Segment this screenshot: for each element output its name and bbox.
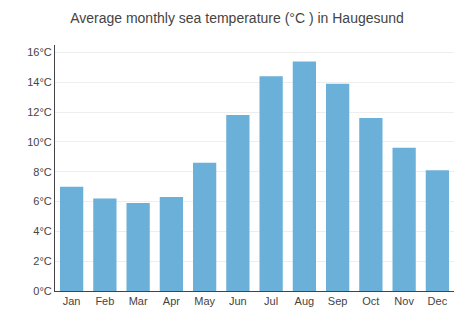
svg-text:0°C: 0°C: [33, 285, 52, 297]
svg-text:16°C: 16°C: [27, 46, 52, 58]
svg-text:4°C: 4°C: [33, 225, 52, 237]
svg-text:Jul: Jul: [264, 295, 278, 307]
svg-text:Oct: Oct: [362, 295, 379, 307]
svg-text:May: May: [194, 295, 215, 307]
svg-text:2°C: 2°C: [33, 255, 52, 267]
svg-text:Apr: Apr: [163, 295, 180, 307]
svg-text:10°C: 10°C: [27, 136, 52, 148]
svg-text:Sep: Sep: [328, 295, 348, 307]
svg-text:Average monthly sea temperatur: Average monthly sea temperature (°C ) in…: [70, 10, 404, 26]
svg-text:8°C: 8°C: [33, 166, 52, 178]
svg-text:12°C: 12°C: [27, 106, 52, 118]
svg-text:Jan: Jan: [63, 295, 81, 307]
svg-text:Aug: Aug: [295, 295, 315, 307]
svg-text:Jun: Jun: [229, 295, 247, 307]
svg-text:14°C: 14°C: [27, 76, 52, 88]
svg-text:Dec: Dec: [428, 295, 448, 307]
svg-text:Feb: Feb: [95, 295, 114, 307]
svg-text:Nov: Nov: [394, 295, 414, 307]
svg-text:Mar: Mar: [129, 295, 148, 307]
svg-text:6°C: 6°C: [33, 195, 52, 207]
